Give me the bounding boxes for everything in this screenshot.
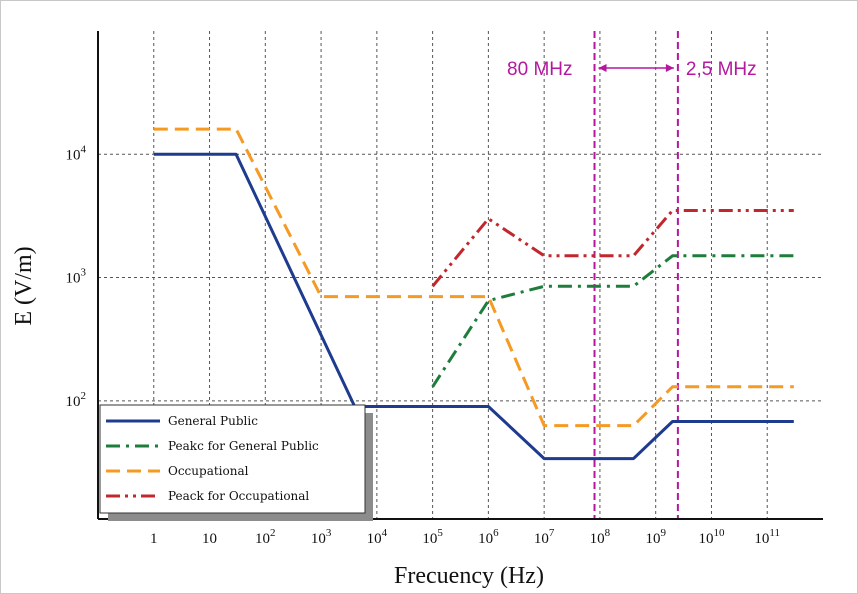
x-tick-label: 10 xyxy=(202,531,217,547)
y-tick-label: 102 xyxy=(66,390,87,410)
legend-label: Occupational xyxy=(168,464,249,478)
x-tick-label: 102 xyxy=(255,527,276,547)
legend-label: Peack for Occupational xyxy=(168,489,309,503)
series-line-peack-for-occupational xyxy=(431,209,794,288)
band-label-right: 2,5 MHz xyxy=(686,59,757,80)
y-tick-label: 103 xyxy=(66,267,87,287)
series-line-general-public xyxy=(153,152,794,461)
x-tick-label: 1010 xyxy=(698,527,725,547)
x-tick-label: 105 xyxy=(422,527,443,547)
x-tick-label: 104 xyxy=(367,527,388,547)
legend-label: General Public xyxy=(168,414,258,428)
legend: General Public Peakc for General Public Oc… xyxy=(99,404,373,521)
x-axis-title: Frecuency (Hz) xyxy=(394,563,544,589)
legend-label: Peakc for General Public xyxy=(168,439,319,453)
x-tick-label: 103 xyxy=(311,527,332,547)
x-tick-label: 1 xyxy=(150,531,158,547)
series-layer xyxy=(153,127,794,461)
x-tick-label: 106 xyxy=(478,527,499,547)
series-line-occupational xyxy=(153,127,794,428)
y-tick-label: 104 xyxy=(66,143,87,163)
band-arrow-head-left xyxy=(598,64,607,72)
axes-layer: 1 10 102 103 104 105 106 107 108 109 1010 1011 102 10… xyxy=(66,31,823,547)
annotation-layer: 80 MHz 2,5 MHz xyxy=(507,31,757,519)
x-tick-label: 108 xyxy=(590,527,611,547)
y-axis-title: E (V/m) xyxy=(11,246,37,325)
band-arrow-head-right xyxy=(665,64,674,72)
x-tick-label: 107 xyxy=(534,527,555,547)
x-tick-label: 1011 xyxy=(754,527,780,547)
x-tick-label: 109 xyxy=(645,527,666,547)
band-label-left: 80 MHz xyxy=(507,59,572,80)
series-line-peakc-for-general-public xyxy=(431,254,794,388)
